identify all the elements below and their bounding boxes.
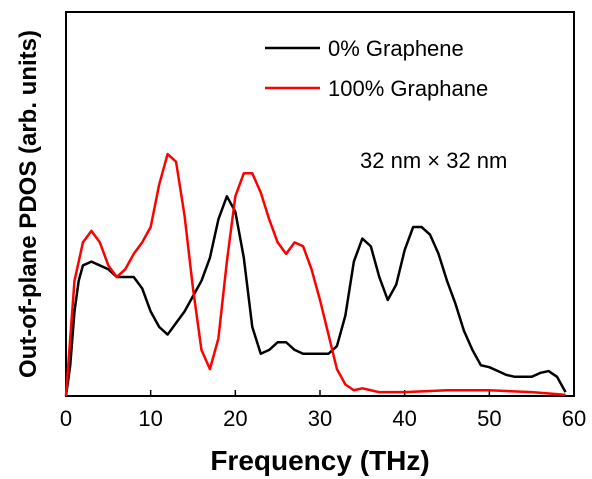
x-tick-label: 30 [308, 406, 332, 431]
x-tick-label: 60 [562, 406, 586, 431]
x-axis-ticks: 0 10 20 30 40 50 60 [60, 390, 586, 431]
y-axis-label: Out-of-plane PDOS (arb. units) [15, 30, 42, 378]
x-tick-label: 20 [223, 406, 247, 431]
series-line-0 [64, 195, 567, 397]
plot-frame [65, 11, 575, 397]
x-tick-label: 0 [60, 406, 72, 431]
size-annotation: 32 nm × 32 nm [360, 148, 507, 173]
x-tick-label: 50 [477, 406, 501, 431]
legend-label-0-graphene: 0% Graphene [328, 36, 464, 61]
x-axis-label: Frequency (THz) [210, 445, 429, 476]
series-line-1 [64, 152, 566, 397]
legend-label-100-graphane: 100% Graphane [328, 76, 488, 101]
x-tick-label: 40 [392, 406, 416, 431]
series-layer [64, 152, 567, 397]
x-tick-label: 10 [138, 406, 162, 431]
legend: 0% Graphene 100% Graphane [265, 36, 488, 101]
